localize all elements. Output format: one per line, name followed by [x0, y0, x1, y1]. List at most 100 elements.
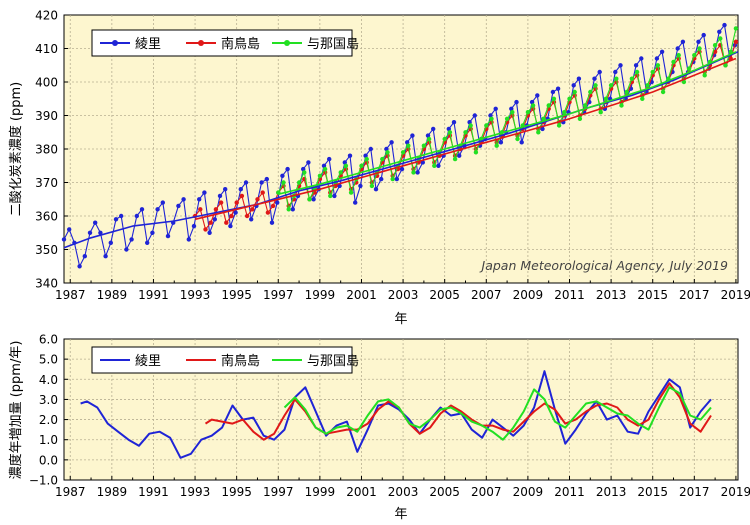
data-point	[436, 163, 441, 168]
legend-marker	[198, 40, 204, 46]
data-point	[514, 99, 519, 105]
data-point	[624, 89, 629, 95]
x-tick-label: 1987	[55, 485, 86, 499]
data-point	[203, 227, 208, 232]
data-point	[332, 193, 337, 199]
data-point	[373, 187, 379, 192]
data-point	[337, 183, 342, 189]
data-point	[692, 53, 697, 58]
data-point	[385, 150, 390, 155]
data-point	[619, 103, 624, 108]
data-point	[452, 156, 458, 162]
data-point	[286, 207, 291, 212]
data-point	[217, 193, 223, 199]
data-point	[421, 143, 427, 148]
data-point	[472, 113, 477, 118]
data-point	[229, 213, 234, 219]
x-tick-label: 1989	[97, 485, 128, 499]
data-point	[588, 89, 593, 95]
data-point	[134, 213, 139, 219]
x-tick-label: 1989	[97, 288, 128, 302]
y-axis-label: 二酸化炭素濃度 (ppm)	[8, 82, 24, 216]
x-tick-label: 2007	[471, 288, 502, 302]
data-point	[213, 207, 219, 212]
data-point	[717, 29, 722, 34]
data-point	[321, 163, 327, 168]
data-point	[61, 237, 67, 242]
data-point	[504, 116, 510, 122]
data-point	[265, 210, 271, 215]
data-point	[614, 76, 619, 81]
y-tick-label: 360	[35, 210, 58, 224]
y-axis-label: 濃度年増加量 (ppm/年)	[8, 341, 24, 480]
data-point	[676, 53, 681, 58]
data-point	[654, 56, 660, 61]
x-tick-label: 1997	[263, 288, 294, 302]
data-point	[270, 203, 276, 209]
data-point	[347, 153, 353, 158]
data-point	[555, 86, 561, 91]
data-point	[207, 230, 212, 235]
data-point	[463, 130, 468, 135]
data-point	[369, 183, 375, 189]
data-point	[467, 120, 472, 125]
x-tick-label: 1991	[138, 485, 169, 499]
x-tick-label: 2003	[388, 485, 419, 499]
growth-rate-chart: −1.00.01.02.03.04.05.06.0 1987 1989 1991 19…	[8, 333, 750, 523]
data-point	[650, 69, 655, 75]
data-point	[93, 220, 98, 225]
x-tick-label: 2009	[513, 485, 544, 499]
x-tick-label: 1999	[305, 485, 336, 499]
x-tick-label: 2017	[679, 485, 710, 499]
data-point	[489, 116, 494, 122]
data-point	[603, 96, 609, 102]
data-point	[343, 163, 349, 168]
data-point	[191, 223, 197, 229]
data-point	[660, 89, 666, 95]
x-tick-label: 1987	[55, 288, 86, 302]
data-point	[406, 143, 411, 148]
data-point	[550, 89, 556, 95]
data-point	[410, 133, 415, 138]
data-point	[431, 126, 436, 132]
y-tick-label: 370	[35, 176, 58, 190]
data-point	[113, 217, 119, 222]
data-point	[509, 106, 514, 112]
data-point	[119, 213, 124, 219]
data-point	[223, 187, 228, 192]
y-tick-label: 5.0	[39, 353, 58, 367]
data-point	[260, 190, 265, 195]
data-point	[228, 223, 233, 229]
data-point	[368, 146, 373, 152]
data-point	[562, 110, 567, 115]
data-point	[212, 217, 217, 222]
data-point	[243, 180, 249, 185]
data-point	[498, 140, 504, 145]
x-tick-label: 2015	[637, 485, 668, 499]
series-line-4	[63, 51, 739, 249]
data-point	[576, 76, 582, 81]
data-point	[712, 49, 718, 54]
data-point	[411, 170, 416, 175]
data-point	[415, 170, 420, 175]
data-point	[239, 193, 245, 199]
data-point	[358, 183, 363, 189]
x-tick-labels: 1987 1989 1991 1993 1995 1997 1999 2001 2003 2005…	[55, 288, 750, 302]
data-point	[145, 240, 150, 245]
data-point	[363, 153, 368, 158]
data-point	[468, 123, 473, 128]
x-tick-label: 1991	[138, 288, 169, 302]
data-point	[645, 83, 650, 88]
data-point	[379, 176, 384, 182]
y-tick-label: 400	[35, 76, 58, 90]
data-point	[426, 136, 432, 142]
data-point	[442, 136, 447, 142]
x-tick-label: 2019	[721, 288, 750, 302]
data-point	[197, 197, 202, 202]
data-point	[98, 230, 103, 235]
data-point	[425, 133, 431, 138]
data-point	[572, 89, 577, 95]
y-tick-labels: −1.0 0.0 1.0 2.0 3.0 4.0 5.0 6.0	[29, 333, 58, 488]
data-point	[317, 173, 323, 178]
